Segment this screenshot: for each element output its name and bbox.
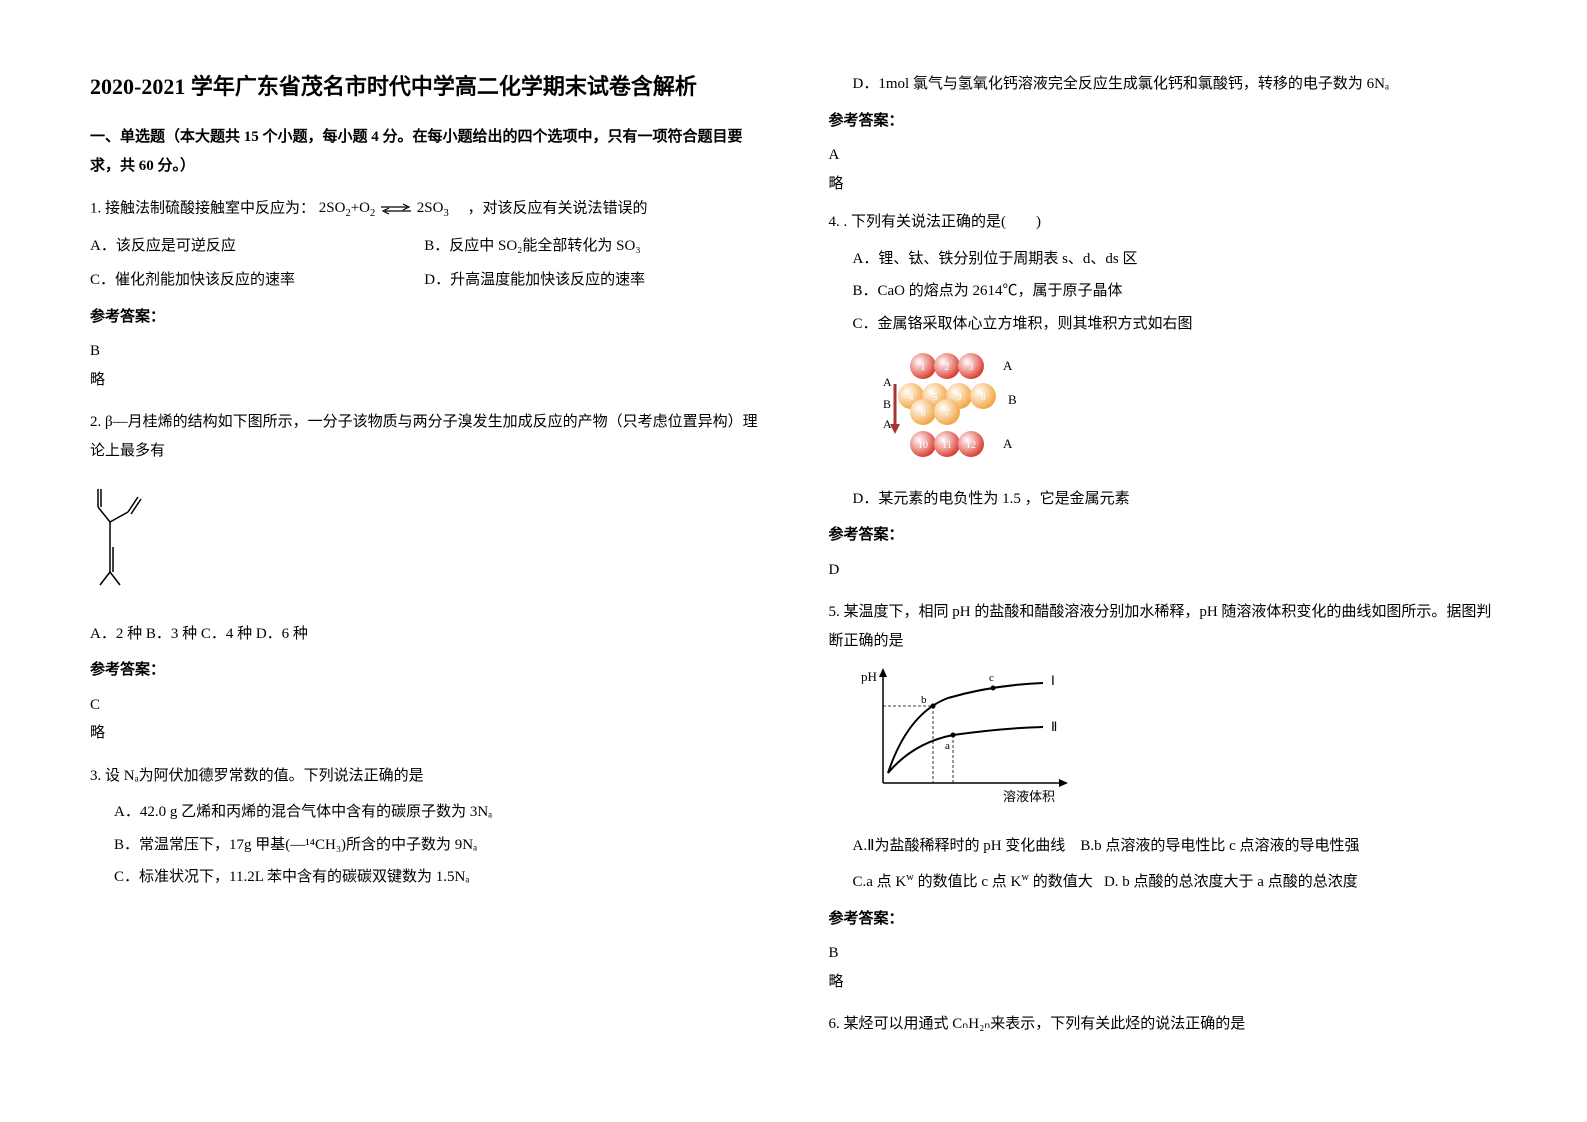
q1-optC: C．催化剂能加快该反应的速率 xyxy=(90,266,424,295)
svg-text:8: 8 xyxy=(980,392,985,403)
svg-text:A: A xyxy=(1003,358,1013,373)
q4-stem: 4. . 下列有关说法正确的是( ) xyxy=(829,208,1498,237)
svg-text:9: 9 xyxy=(956,392,961,403)
svg-text:5: 5 xyxy=(932,392,937,403)
svg-text:A: A xyxy=(1003,436,1013,451)
q3-optD: D．1mol 氯气与氢氧化钙溶液完全反应生成氯化钙和氯酸钙，转移的电子数为 6N… xyxy=(829,70,1498,99)
q5-optB: B.b 点溶液的导电性比 c 点溶液的导电性强 xyxy=(1080,838,1359,854)
svg-text:3: 3 xyxy=(968,362,973,373)
q5-answer: B xyxy=(829,939,1498,968)
question-6: 6. 某烃可以用通式 CₙH₂ₙ来表示，下列有关此烃的说法正确的是 xyxy=(829,1010,1498,1039)
q2-omitted: 略 xyxy=(90,719,759,748)
q1-optD: D．升高温度能加快该反应的速率 xyxy=(424,266,758,295)
svg-text:c: c xyxy=(989,672,994,684)
kw-icon: w xyxy=(1021,872,1029,883)
q5-optC-prefix: C.a 点 K xyxy=(853,874,907,890)
q4-answer-label: 参考答案： xyxy=(829,521,1498,550)
q4-optC: C．金属铬采取体心立方堆积，则其堆积方式如右图 xyxy=(829,310,1498,339)
svg-text:10: 10 xyxy=(918,440,928,451)
question-2: 2. β—月桂烯的结构如下图所示，一分子该物质与两分子溴发生加成反应的产物（只考… xyxy=(90,408,759,748)
q3-optB: B．常温常压下，17g 甲基(—¹⁴CH₃)所含的中子数为 9Nₐ xyxy=(90,831,759,860)
q3-optC: C．标准状况下，11.2L 苯中含有的碳碳双键数为 1.5Nₐ xyxy=(90,863,759,892)
q3-optA: A．42.0 g 乙烯和丙烯的混合气体中含有的碳原子数为 3Nₐ xyxy=(90,798,759,827)
q1-optA: A．该反应是可逆反应 xyxy=(90,232,424,261)
q2-structure-figure xyxy=(90,477,759,608)
svg-text:2: 2 xyxy=(944,362,949,373)
q2-opts: A．2 种 B．3 种 C．4 种 D．6 种 xyxy=(90,620,759,649)
q1-equation: 2SO2+O2 2SO3 xyxy=(319,194,449,224)
q4-optB: B．CaO 的熔点为 2614℃，属于原子晶体 xyxy=(829,277,1498,306)
svg-text:A: A xyxy=(883,375,892,389)
svg-text:B: B xyxy=(1008,392,1017,407)
q2-answer: C xyxy=(90,691,759,720)
svg-text:Ⅱ: Ⅱ xyxy=(1051,719,1057,734)
q4-packing-figure: 1 2 3 A 4 5 9 8 6 7 B A B A 10 xyxy=(829,346,1498,477)
svg-text:4: 4 xyxy=(908,392,913,403)
question-4: 4. . 下列有关说法正确的是( ) A．锂、钛、铁分别位于周期表 s、d、ds… xyxy=(829,208,1498,584)
q6-stem: 6. 某烃可以用通式 CₙH₂ₙ来表示，下列有关此烃的说法正确的是 xyxy=(829,1010,1498,1039)
svg-text:b: b xyxy=(921,694,927,706)
svg-text:pH: pH xyxy=(861,669,877,684)
q1-answer-label: 参考答案： xyxy=(90,303,759,332)
q3-answer-label: 参考答案： xyxy=(829,107,1498,136)
doc-title: 2020-2021 学年广东省茂名市时代中学高二化学期末试卷含解析 xyxy=(90,70,759,103)
svg-text:12: 12 xyxy=(966,440,976,451)
svg-text:1: 1 xyxy=(920,362,925,373)
q1-answer: B xyxy=(90,337,759,366)
q5-optC-suffix: 的数值大 xyxy=(1029,874,1093,890)
question-3: 3. 设 Nₐ为阿伏加德罗常数的值。下列说法正确的是 A．42.0 g 乙烯和丙… xyxy=(90,762,759,892)
q5-answer-label: 参考答案： xyxy=(829,905,1498,934)
q3-stem: 3. 设 Nₐ为阿伏加德罗常数的值。下列说法正确的是 xyxy=(90,762,759,791)
q1-stem-suffix: ，对该反应有关说法错误的 xyxy=(467,200,647,216)
q2-answer-label: 参考答案： xyxy=(90,656,759,685)
svg-text:a: a xyxy=(945,740,950,752)
svg-text:7: 7 xyxy=(944,408,949,419)
svg-text:11: 11 xyxy=(942,440,952,451)
eq-part: 2SO xyxy=(319,200,346,216)
section-header: 一、单选题（本大题共 15 个小题，每小题 4 分。在每小题给出的四个选项中，只… xyxy=(90,123,759,180)
eq-part: +O xyxy=(351,200,370,216)
q3-omitted: 略 xyxy=(829,170,1498,199)
q5-omitted: 略 xyxy=(829,968,1498,997)
svg-text:B: B xyxy=(883,397,891,411)
q5-optA: A.Ⅱ为盐酸稀释时的 pH 变化曲线 xyxy=(853,838,1066,854)
svg-text:6: 6 xyxy=(920,408,925,419)
eq-part: 2SO xyxy=(417,200,444,216)
q5-chart-figure: pH 溶液体积 Ⅰ Ⅱ a b c xyxy=(829,663,1498,824)
q4-optA: A．锂、钛、铁分别位于周期表 s、d、ds 区 xyxy=(829,245,1498,274)
kw-icon: w xyxy=(906,872,914,883)
q5-optD: D. b 点酸的总浓度大于 a 点酸的总浓度 xyxy=(1104,874,1358,890)
question-5: 5. 某温度下，相同 pH 的盐酸和醋酸溶液分别加水稀释，pH 随溶液体积变化的… xyxy=(829,598,1498,996)
q5-stem: 5. 某温度下，相同 pH 的盐酸和醋酸溶液分别加水稀释，pH 随溶液体积变化的… xyxy=(829,598,1498,655)
q4-answer: D xyxy=(829,556,1498,585)
q1-omitted: 略 xyxy=(90,366,759,395)
q3-answer: A xyxy=(829,141,1498,170)
svg-text:溶液体积: 溶液体积 xyxy=(1003,789,1055,804)
q2-stem: 2. β—月桂烯的结构如下图所示，一分子该物质与两分子溴发生加成反应的产物（只考… xyxy=(90,408,759,465)
q1-stem-prefix: 1. 接触法制硫酸接触室中反应为： xyxy=(90,200,315,216)
eq-sub: 2 xyxy=(370,208,375,219)
eq-sub: 3 xyxy=(443,208,448,219)
q1-optB: B．反应中 SO₂能全部转化为 SO₃ xyxy=(424,232,758,261)
question-1: 1. 接触法制硫酸接触室中反应为： 2SO2+O2 2SO3 ，对该反应有关说法… xyxy=(90,194,759,394)
q5-optC-mid: 的数值比 c 点 K xyxy=(914,874,1022,890)
q4-optD: D．某元素的电负性为 1.5 ，它是金属元素 xyxy=(829,485,1498,514)
svg-text:Ⅰ: Ⅰ xyxy=(1051,673,1055,688)
